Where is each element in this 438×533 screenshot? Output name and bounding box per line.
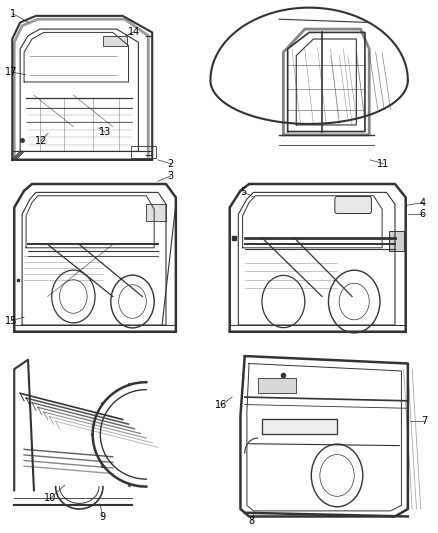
Text: 9: 9	[100, 512, 106, 522]
Text: 7: 7	[421, 416, 427, 426]
Text: 6: 6	[420, 209, 426, 219]
Text: 12: 12	[35, 136, 47, 146]
Text: 3: 3	[168, 171, 174, 181]
Bar	[103, 36, 127, 46]
FancyBboxPatch shape	[335, 197, 371, 214]
Text: 15: 15	[5, 316, 17, 326]
Text: 2: 2	[168, 159, 174, 168]
Bar	[146, 204, 166, 221]
Text: 16: 16	[215, 400, 227, 410]
Polygon shape	[262, 419, 337, 434]
Text: 17: 17	[5, 67, 17, 77]
Text: 1: 1	[10, 9, 16, 19]
Text: 5: 5	[240, 187, 246, 197]
Text: 11: 11	[377, 159, 389, 168]
Bar	[258, 378, 296, 393]
Text: 14: 14	[127, 27, 140, 37]
Text: 13: 13	[99, 127, 111, 137]
Text: 10: 10	[44, 494, 57, 503]
Text: 4: 4	[420, 198, 426, 207]
Text: 8: 8	[249, 516, 255, 526]
Bar	[389, 231, 403, 251]
Bar	[131, 147, 156, 158]
